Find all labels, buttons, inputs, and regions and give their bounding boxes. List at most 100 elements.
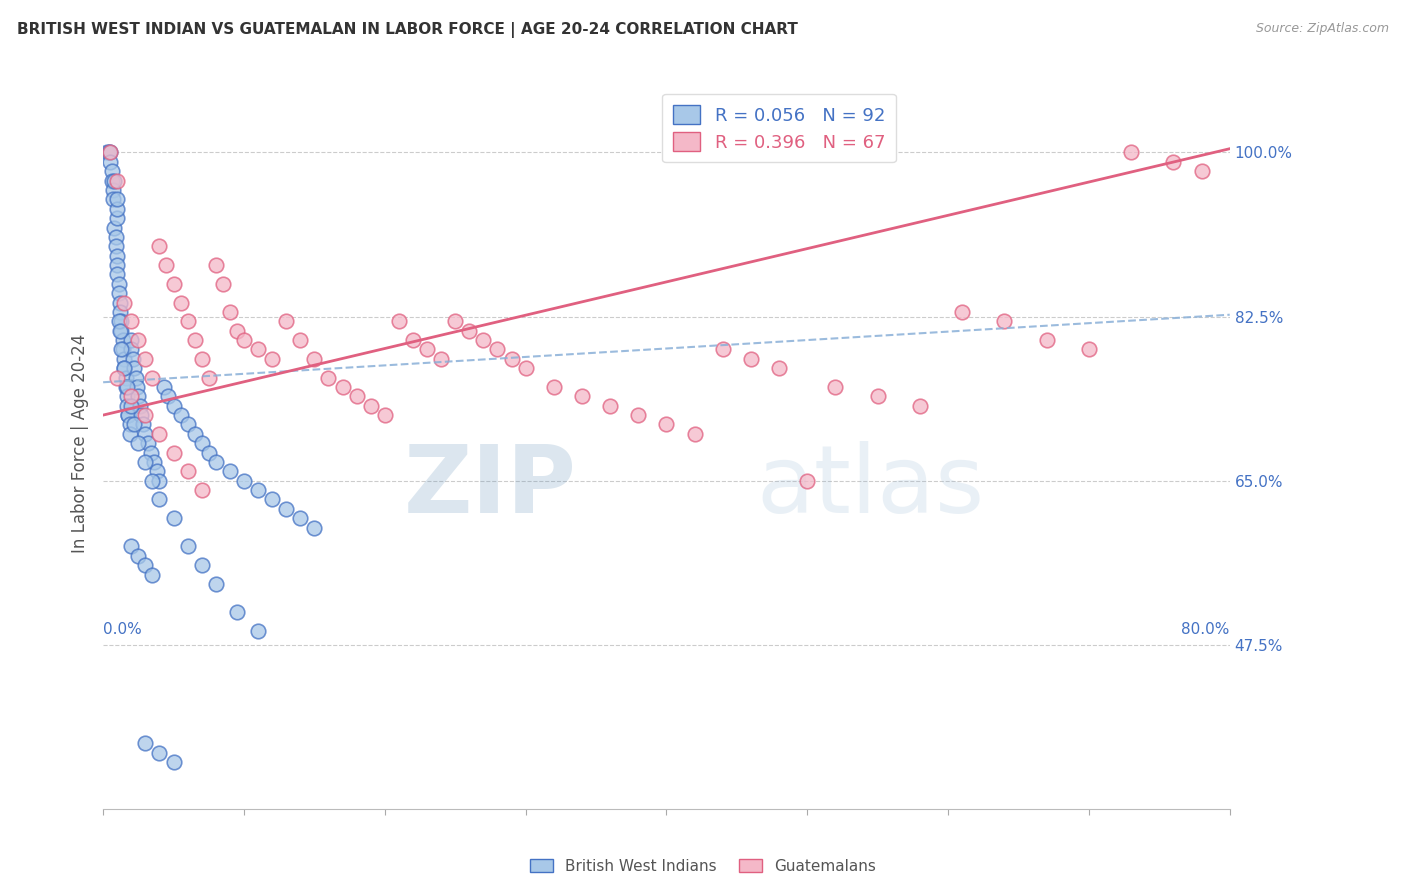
Point xyxy=(118,426,141,441)
Point xyxy=(655,417,678,432)
Point xyxy=(105,173,128,187)
Point xyxy=(141,474,163,488)
Point xyxy=(127,549,149,563)
Point xyxy=(98,145,121,160)
Point xyxy=(127,436,149,450)
Point xyxy=(290,333,312,347)
Point xyxy=(105,202,128,216)
Point xyxy=(142,455,165,469)
Text: Source: ZipAtlas.com: Source: ZipAtlas.com xyxy=(1256,22,1389,36)
Point xyxy=(204,455,226,469)
Point xyxy=(1035,333,1057,347)
Point xyxy=(145,464,167,478)
Point xyxy=(211,277,233,291)
Point xyxy=(204,577,226,591)
Point xyxy=(120,399,142,413)
Point xyxy=(318,370,340,384)
Point xyxy=(108,295,131,310)
Point xyxy=(176,464,198,478)
Point xyxy=(129,408,152,422)
Point xyxy=(105,268,128,282)
Point xyxy=(107,277,129,291)
Point xyxy=(472,333,495,347)
Point xyxy=(515,361,537,376)
Point xyxy=(134,736,156,750)
Point xyxy=(120,540,142,554)
Point xyxy=(162,755,184,769)
Point xyxy=(501,351,523,366)
Point xyxy=(117,408,139,422)
Point xyxy=(134,455,156,469)
Point xyxy=(101,193,124,207)
Point xyxy=(105,193,128,207)
Point xyxy=(124,370,146,384)
Point xyxy=(139,445,162,459)
Point xyxy=(118,417,141,432)
Point xyxy=(103,220,125,235)
Point xyxy=(128,399,150,413)
Point xyxy=(162,277,184,291)
Point xyxy=(866,389,889,403)
Point xyxy=(136,436,159,450)
Point xyxy=(148,426,170,441)
Point xyxy=(120,343,142,357)
Point xyxy=(117,408,139,422)
Point xyxy=(169,295,191,310)
Point xyxy=(110,343,132,357)
Point xyxy=(100,164,122,178)
Point xyxy=(197,370,219,384)
Point xyxy=(156,389,179,403)
Point xyxy=(141,370,163,384)
Point xyxy=(111,333,134,347)
Text: ZIP: ZIP xyxy=(404,442,576,533)
Point xyxy=(276,314,298,328)
Point xyxy=(1191,164,1213,178)
Text: 0.0%: 0.0% xyxy=(103,623,142,638)
Point xyxy=(908,399,931,413)
Point xyxy=(122,417,145,432)
Legend: R = 0.056   N = 92, R = 0.396   N = 67: R = 0.056 N = 92, R = 0.396 N = 67 xyxy=(662,94,896,162)
Point xyxy=(176,540,198,554)
Point xyxy=(122,361,145,376)
Point xyxy=(104,230,127,244)
Point xyxy=(190,436,212,450)
Point xyxy=(388,314,411,328)
Point xyxy=(993,314,1015,328)
Point xyxy=(1121,145,1143,160)
Point xyxy=(683,426,706,441)
Point xyxy=(226,605,249,619)
Point xyxy=(148,239,170,253)
Point xyxy=(304,521,326,535)
Point xyxy=(190,483,212,497)
Point xyxy=(127,333,149,347)
Point xyxy=(110,314,132,328)
Point xyxy=(571,389,593,403)
Point xyxy=(134,426,156,441)
Point xyxy=(148,474,170,488)
Point xyxy=(97,145,120,160)
Point xyxy=(176,417,198,432)
Point xyxy=(155,258,177,272)
Point xyxy=(131,417,153,432)
Point xyxy=(105,258,128,272)
Point xyxy=(125,380,148,394)
Text: 80.0%: 80.0% xyxy=(1181,623,1230,638)
Point xyxy=(107,286,129,301)
Point xyxy=(162,445,184,459)
Point xyxy=(1077,343,1099,357)
Point xyxy=(218,305,240,319)
Point xyxy=(276,501,298,516)
Point xyxy=(768,361,790,376)
Point xyxy=(115,399,138,413)
Point xyxy=(360,399,382,413)
Point xyxy=(176,314,198,328)
Text: BRITISH WEST INDIAN VS GUATEMALAN IN LABOR FORCE | AGE 20-24 CORRELATION CHART: BRITISH WEST INDIAN VS GUATEMALAN IN LAB… xyxy=(17,22,797,38)
Point xyxy=(148,492,170,507)
Point xyxy=(226,324,249,338)
Point xyxy=(148,746,170,760)
Point xyxy=(950,305,973,319)
Point xyxy=(115,380,138,394)
Point xyxy=(543,380,565,394)
Point xyxy=(162,511,184,525)
Point xyxy=(197,445,219,459)
